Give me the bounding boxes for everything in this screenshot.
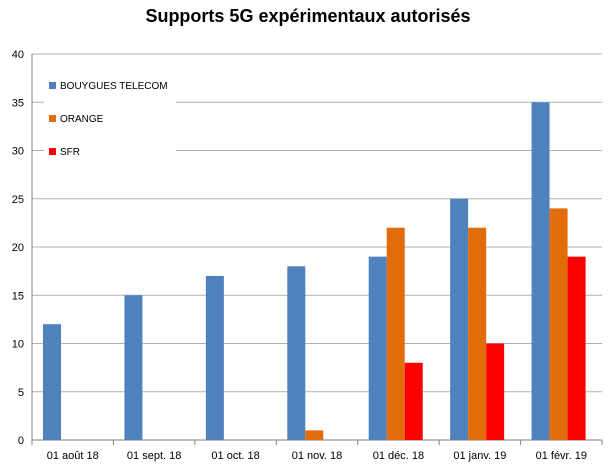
x-tick-label: 01 août 18 — [47, 450, 99, 462]
bar-sfr — [404, 362, 423, 440]
legend-label: SFR — [60, 147, 80, 158]
y-tick-label: 25 — [12, 194, 24, 206]
legend-label: BOUYGUES TELECOM — [60, 81, 168, 92]
y-tick-label: 5 — [18, 387, 24, 399]
x-tick-label: 01 sept. 18 — [127, 450, 181, 462]
bar-orange — [386, 227, 405, 440]
y-tick-label: 40 — [12, 49, 24, 61]
bar-bouygues-telecom — [531, 102, 550, 440]
bar-sfr — [567, 256, 586, 440]
x-tick-label: 01 janv. 19 — [453, 450, 506, 462]
x-tick-label: 01 déc. 18 — [373, 450, 424, 462]
bar-orange — [468, 227, 487, 440]
legend-swatch — [49, 115, 56, 122]
bar-bouygues-telecom — [124, 295, 143, 440]
legend-box — [44, 70, 176, 152]
y-tick-label: 35 — [12, 97, 24, 109]
bar-orange — [549, 208, 568, 440]
bar-bouygues-telecom — [43, 324, 61, 440]
bar-orange — [305, 430, 324, 440]
y-tick-label: 20 — [12, 242, 24, 254]
x-tick-label: 01 oct. 18 — [211, 450, 259, 462]
legend-label: ORANGE — [60, 114, 104, 125]
bar-bouygues-telecom — [368, 256, 387, 440]
y-tick-label: 0 — [18, 435, 24, 447]
bar-bouygues-telecom — [205, 275, 224, 440]
bar-sfr — [486, 343, 505, 440]
x-tick-label: 01 nov. 18 — [292, 450, 343, 462]
legend-swatch — [49, 82, 56, 89]
x-tick-label: 01 févr. 19 — [536, 450, 587, 462]
bar-bouygues-telecom — [450, 198, 469, 440]
y-tick-label: 30 — [12, 146, 24, 158]
chart-title: Supports 5G expérimentaux autorisés — [145, 6, 471, 26]
y-tick-label: 10 — [12, 339, 24, 351]
y-tick-label: 15 — [12, 290, 24, 302]
legend-swatch — [49, 148, 56, 155]
bar-bouygues-telecom — [287, 266, 306, 440]
